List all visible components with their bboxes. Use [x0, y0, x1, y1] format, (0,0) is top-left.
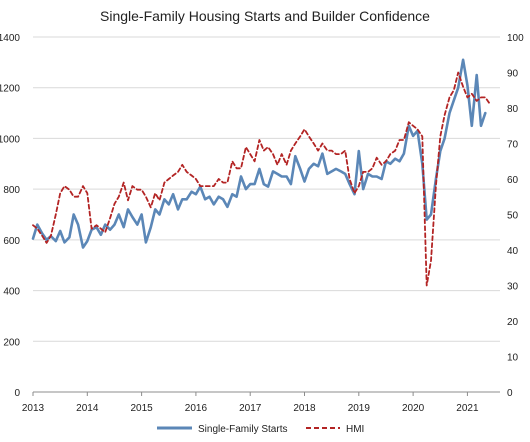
- right-tick-label: 50: [507, 211, 519, 222]
- left-tick-label: 200: [3, 337, 20, 348]
- left-tick-label: 1000: [0, 134, 20, 145]
- series-line-hmi: [32, 71, 492, 287]
- right-tick-label: 100: [507, 33, 524, 44]
- legend-label-hmi: HMI: [346, 424, 364, 435]
- x-tick-label: 2014: [76, 403, 99, 414]
- left-tick-label: 600: [3, 236, 20, 247]
- x-tick-label: 2017: [239, 403, 262, 414]
- right-tick-label: 30: [507, 282, 519, 293]
- chart-title: Single-Family Housing Starts and Builder…: [100, 8, 430, 24]
- x-tick-label: 2020: [402, 403, 425, 414]
- left-tick-label: 1200: [0, 84, 20, 95]
- right-tick-label: 80: [507, 104, 519, 115]
- series-lines: [31, 58, 492, 287]
- left-tick-label: 0: [14, 388, 20, 399]
- x-axis-ticks: 2013 2014 2015 2016 2017 2018 2019 2020 2021: [22, 392, 479, 414]
- series-line-starts: [31, 58, 487, 249]
- legend-label-starts: Single-Family Starts: [198, 424, 287, 435]
- right-tick-label: 70: [507, 140, 519, 151]
- right-tick-label: 90: [507, 69, 519, 80]
- right-tick-label: 60: [507, 175, 519, 186]
- legend: Single-Family Starts HMI: [157, 424, 364, 435]
- left-tick-label: 1400: [0, 33, 20, 44]
- x-tick-label: 2018: [293, 403, 316, 414]
- right-tick-label: 40: [507, 246, 519, 257]
- gridlines: [33, 36, 500, 342]
- x-tick-label: 2015: [130, 403, 153, 414]
- x-tick-label: 2021: [456, 403, 479, 414]
- left-tick-label: 800: [3, 185, 20, 196]
- x-tick-label: 2016: [185, 403, 208, 414]
- x-tick-label: 2019: [348, 403, 371, 414]
- right-tick-label: 20: [507, 317, 519, 328]
- x-tick-label: 2013: [22, 403, 45, 414]
- left-tick-label: 400: [3, 287, 20, 298]
- left-axis-ticks: 0 200 400 600 800 1000 1200 1400: [0, 33, 20, 399]
- right-tick-label: 0: [507, 388, 513, 399]
- right-axis-ticks: 0 10 20 30 40 50 60 70 80 90 100: [507, 33, 524, 399]
- right-tick-label: 10: [507, 353, 519, 364]
